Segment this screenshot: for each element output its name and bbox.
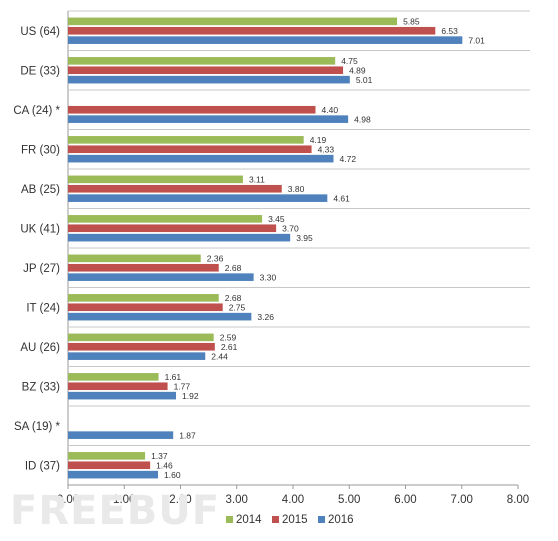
legend: 2014 2015 2016 [226, 514, 354, 526]
data-label: 2.75 [229, 302, 246, 312]
bar [68, 154, 334, 163]
x-tick-label: 4.00 [282, 494, 304, 506]
x-tick-label: 7.00 [451, 494, 473, 506]
category-label: FR (30) [21, 144, 60, 156]
legend-swatch [272, 516, 279, 523]
category-label: SA (19) * [14, 421, 61, 433]
labels-group: US (64) 5.85 6.53 7.01 DE (33) 4.754.895.01 CA… [13, 17, 485, 480]
legend-label: 2015 [282, 514, 308, 526]
data-label: 2.68 [225, 263, 242, 273]
legend-label: 2016 [328, 514, 354, 526]
category-label: US (64) [20, 26, 60, 38]
category-label: BZ (33) [22, 381, 61, 393]
bar [68, 145, 312, 154]
bar [68, 75, 350, 84]
data-label: 4.61 [333, 193, 350, 203]
bar [68, 233, 291, 242]
bar [68, 303, 223, 312]
category-label: JP (27) [23, 263, 60, 275]
x-tick-label: 6.00 [394, 494, 416, 506]
data-label: 4.89 [349, 65, 366, 75]
data-label: 1.61 [165, 372, 182, 382]
category-label: AU (26) [20, 342, 60, 354]
x-tick-label: 8.00 [507, 494, 529, 506]
bar [68, 273, 254, 281]
data-label: 3.30 [260, 272, 277, 282]
data-label: 3.11 [249, 175, 265, 185]
watermark-logo: FREEBUF [10, 488, 221, 534]
data-label: 4.72 [340, 154, 357, 164]
data-label: 2.36 [207, 254, 224, 264]
data-label: 4.98 [354, 114, 371, 124]
data-label: 3.80 [288, 184, 305, 194]
bars-group [68, 17, 463, 479]
bar [68, 184, 282, 193]
bar [68, 263, 219, 272]
data-label: 4.19 [310, 135, 327, 145]
bar [68, 224, 277, 233]
bar [68, 352, 206, 360]
bar [68, 431, 174, 439]
data-label: 3.45 [268, 214, 285, 224]
x-tick-label: 3.00 [226, 494, 248, 506]
data-label: 5.85 [403, 17, 420, 27]
bar [68, 66, 344, 75]
bar [68, 333, 214, 342]
bar [68, 57, 336, 65]
bar [68, 175, 243, 184]
data-label: 7.01 [468, 35, 485, 45]
data-label: 4.40 [322, 105, 339, 115]
bar [68, 194, 328, 202]
legend-label: 2014 [236, 514, 262, 526]
bar [68, 136, 304, 144]
data-label: 5.01 [356, 75, 373, 85]
bar [68, 373, 159, 381]
data-label: 1.37 [151, 451, 168, 461]
bar [68, 105, 316, 114]
data-label: 6.53 [441, 26, 458, 36]
bar [68, 36, 463, 44]
data-label: 4.75 [341, 56, 358, 66]
data-label: 1.92 [182, 391, 199, 401]
data-label: 2.59 [220, 333, 237, 343]
data-label: 2.44 [211, 351, 228, 361]
data-label: 2.68 [225, 293, 242, 303]
category-label: UK (41) [20, 223, 60, 235]
bar [68, 115, 349, 123]
legend-swatch [226, 516, 233, 523]
bar [68, 452, 146, 460]
bar [68, 215, 263, 223]
bar [68, 294, 219, 302]
data-label: 3.26 [257, 312, 274, 322]
category-label: DE (33) [20, 65, 60, 77]
data-label: 2.61 [221, 342, 238, 352]
x-tick-label: 0.00 [57, 494, 79, 506]
bar [68, 470, 158, 479]
x-axis: 0.00 1.00 2.00 3.00 4.00 5.00 6.00 7.00 8.00 [57, 485, 529, 506]
bar [68, 312, 252, 321]
bar [68, 391, 176, 400]
bar [68, 382, 168, 391]
x-tick-label: 1.00 [113, 494, 135, 506]
category-label: AB (25) [21, 184, 60, 196]
bar [68, 17, 398, 26]
bar [68, 26, 436, 35]
data-label: 3.95 [296, 233, 313, 243]
category-label: ID (37) [25, 460, 60, 472]
x-tick-label: 5.00 [338, 494, 360, 506]
data-label: 1.60 [164, 470, 181, 480]
x-tick-label: 2.00 [169, 494, 191, 506]
data-label: 1.87 [179, 430, 196, 440]
legend-swatch [318, 516, 325, 523]
bar [68, 461, 151, 470]
data-label: 3.70 [282, 223, 299, 233]
category-label: IT (24) [26, 302, 60, 314]
category-label: CA (24) * [13, 105, 60, 117]
data-label: 1.46 [156, 460, 173, 470]
data-label: 4.33 [318, 144, 335, 154]
data-label: 1.77 [174, 381, 191, 391]
bar [68, 342, 215, 351]
bar [68, 254, 201, 263]
